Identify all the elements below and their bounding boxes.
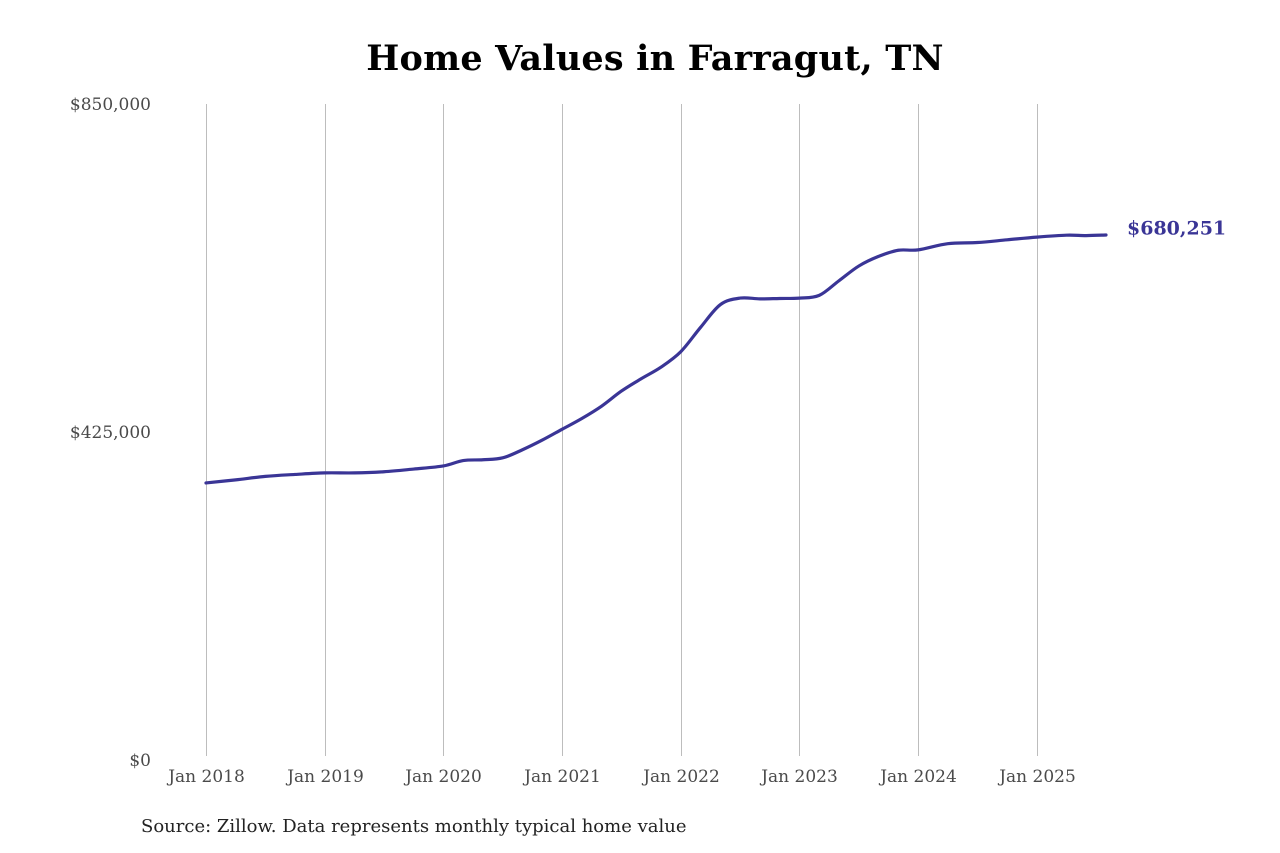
data-point-25 [778,297,781,300]
x-tick-label-2: Jan 2020 [403,767,482,787]
data-point-23 [739,297,742,300]
x-tick-label-4: Jan 2022 [641,767,720,787]
data-point-7 [412,468,415,471]
chart-title: Home Values in Farragut, TN [366,38,944,79]
data-point-29 [857,265,860,268]
data-point-3 [294,473,297,476]
x-axis-tick-labels: Jan 2018 Jan 2019 Jan 2020 Jan 2021 Jan 2022… [166,767,1076,787]
data-point-18 [640,377,643,380]
data-point-11 [501,456,504,459]
x-tick-label-0: Jan 2018 [166,767,245,787]
x-tick-label-5: Jan 2023 [759,767,838,787]
data-point-27 [818,294,821,297]
data-point-37 [1065,234,1068,237]
data-point-2 [264,475,267,478]
x-tick-label-3: Jan 2021 [522,767,601,787]
data-point-36 [1035,236,1038,239]
data-point-8 [442,464,445,467]
data-point-32 [917,248,920,251]
data-point-28 [837,279,840,282]
grid-lines [206,104,1038,756]
data-point-34 [976,241,979,244]
data-point-39 [1105,234,1108,237]
data-point-26 [798,297,801,300]
y-tick-label-0: $0 [129,751,151,771]
data-point-19 [659,366,662,369]
data-point-15 [580,417,583,420]
data-point-33 [946,242,949,245]
data-point-1 [234,478,237,481]
chart-source-note: Source: Zillow. Data represents monthly … [141,816,687,837]
series-layer [204,233,1108,485]
data-point-12 [521,448,524,451]
data-point-6 [383,470,386,473]
y-axis-tick-labels: $0 $425,000 $850,000 [70,95,151,771]
data-point-16 [600,405,603,408]
data-point-30 [877,255,880,258]
data-point-5 [353,471,356,474]
data-point-10 [481,458,484,461]
data-point-22 [719,303,722,306]
data-point-13 [541,439,544,442]
data-point-20 [679,350,682,353]
series-line-0 [204,233,1108,485]
x-tick-label-7: Jan 2025 [997,767,1076,787]
data-point-4 [323,471,326,474]
end-value-label: $680,251 [1127,218,1226,240]
data-point-31 [897,249,900,252]
end-value-label-layer: $680,251 [1127,218,1226,240]
data-point-14 [561,428,564,431]
data-point-38 [1085,234,1088,237]
y-tick-label-1: $425,000 [70,423,151,443]
data-point-21 [699,326,702,329]
data-point-24 [758,297,761,300]
x-tick-label-6: Jan 2024 [878,767,957,787]
data-point-35 [1006,238,1009,241]
data-point-0 [205,481,208,484]
data-point-17 [620,390,623,393]
y-tick-label-2: $850,000 [70,95,151,115]
x-tick-label-1: Jan 2019 [285,767,364,787]
data-point-9 [462,459,465,462]
